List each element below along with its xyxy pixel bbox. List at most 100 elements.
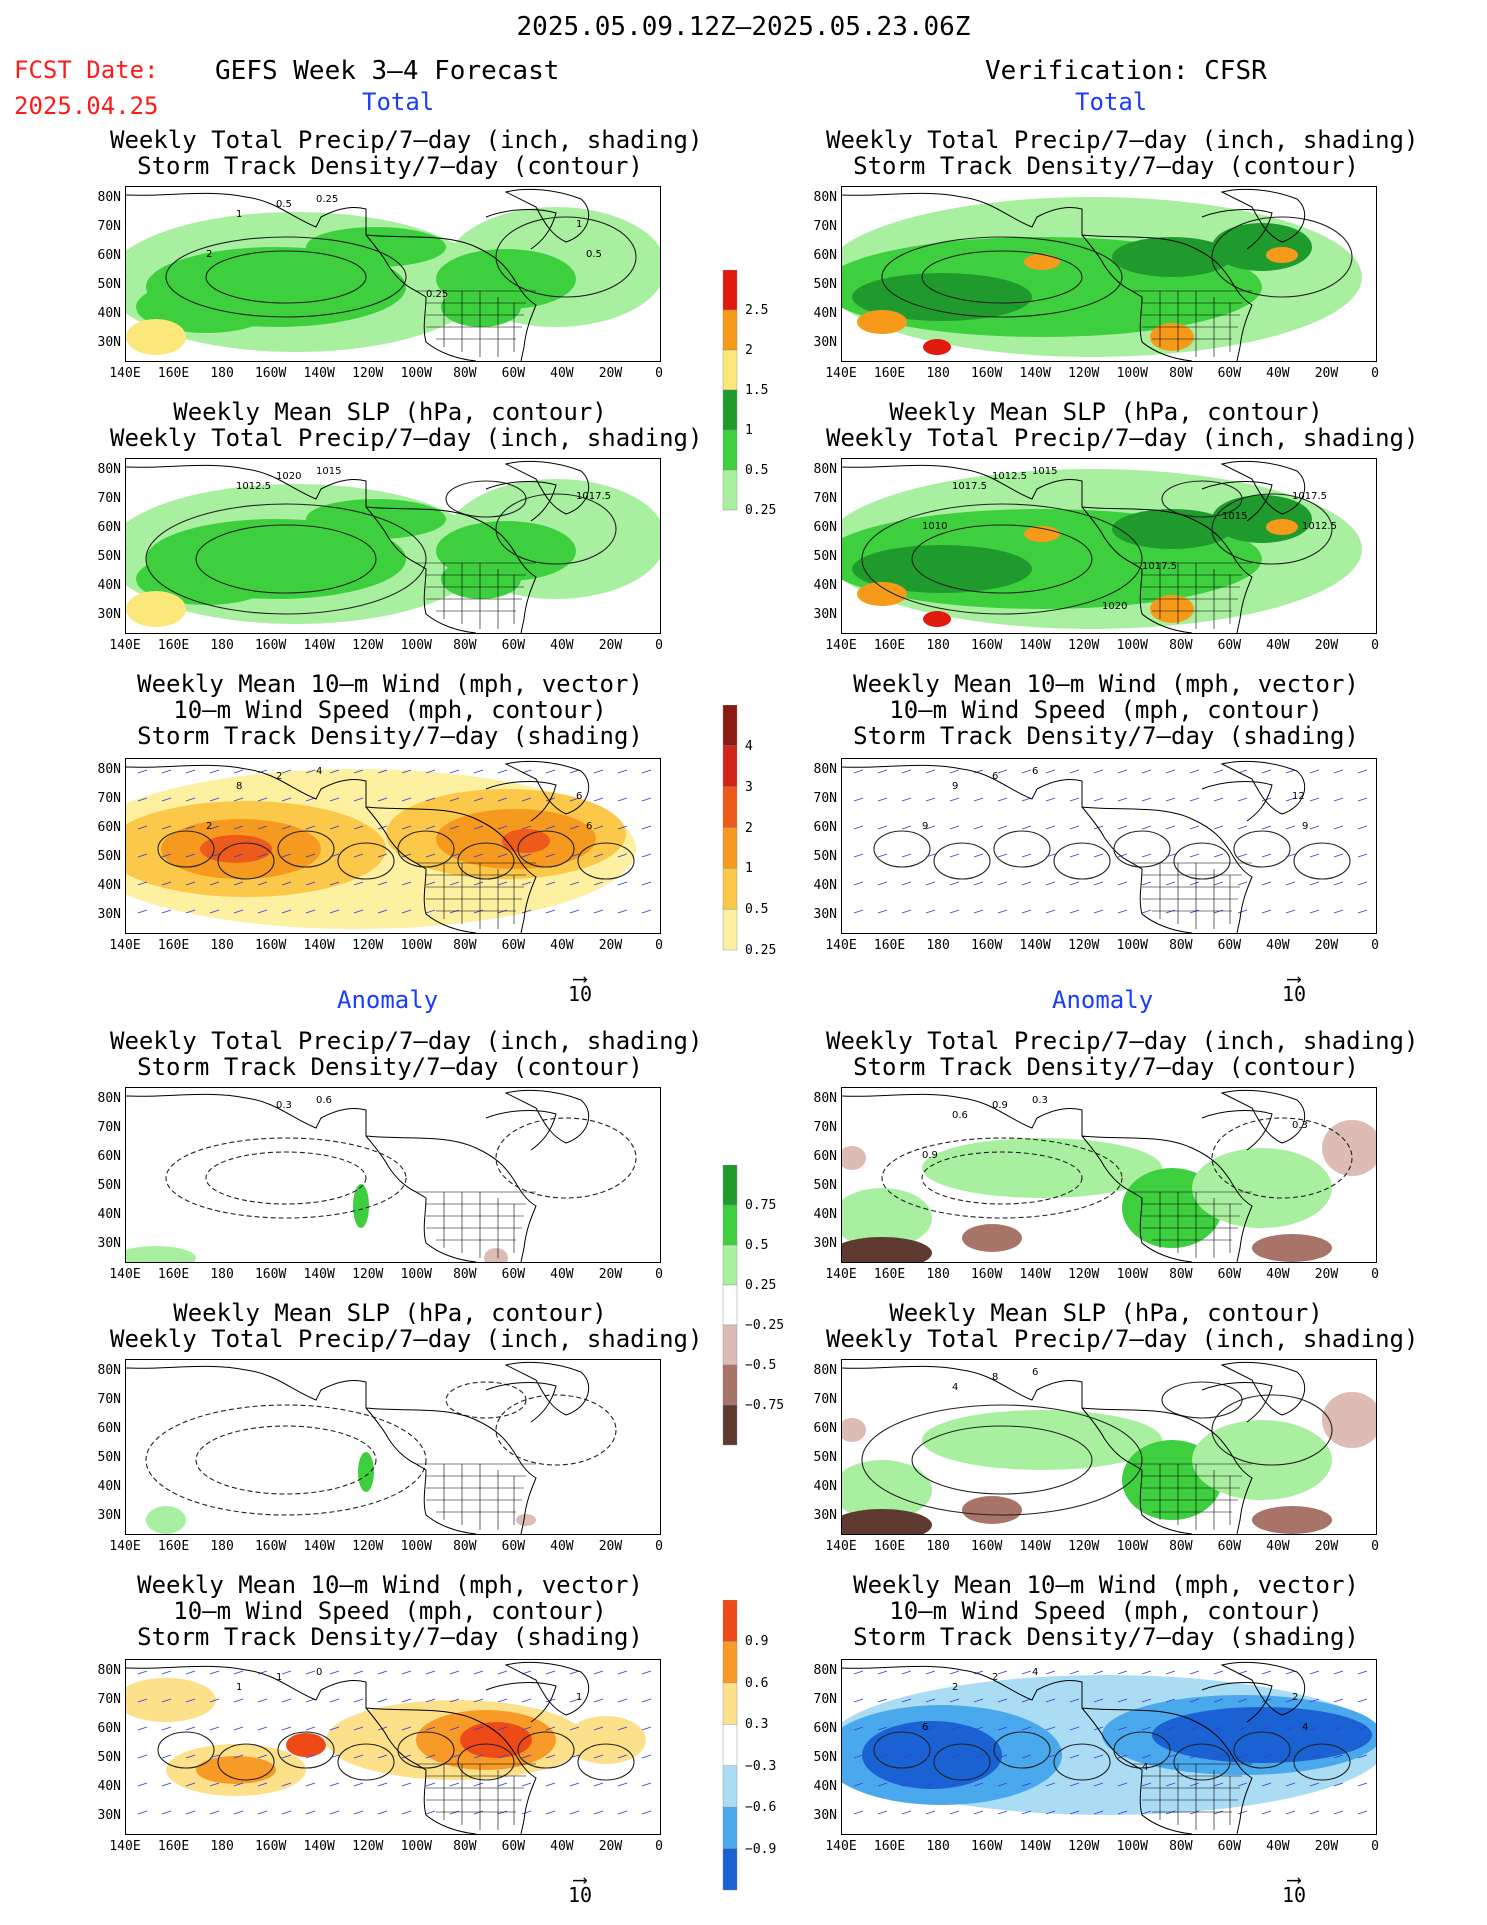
wind-vector — [925, 1782, 936, 1787]
contour-label: 1015 — [1222, 511, 1247, 522]
lon-tick-label: 160W — [254, 366, 287, 381]
wind-vector — [329, 909, 340, 914]
wind-vector — [521, 909, 532, 914]
lon-tick-label: 20W — [1314, 938, 1339, 953]
map-svg: 8 6 4 — [842, 1361, 1376, 1534]
wind-vector — [449, 1782, 460, 1787]
contour-label: 1012.5 — [992, 471, 1027, 482]
wind-vector — [1357, 825, 1368, 830]
lon-tick-label: 60W — [501, 1839, 526, 1854]
wind-vector — [1141, 797, 1152, 802]
wind-vector — [545, 881, 556, 886]
wind-vector — [329, 1810, 340, 1815]
wind-vector — [209, 881, 220, 886]
wind-vector — [425, 853, 436, 858]
map-svg — [126, 1361, 617, 1534]
wind-vector — [1141, 1782, 1152, 1787]
wind-vector — [545, 853, 556, 858]
wind-vector — [257, 1782, 268, 1787]
wind-vector — [593, 853, 604, 858]
wind-vector — [617, 853, 628, 858]
contour-line — [577, 1743, 635, 1781]
wind-vector — [949, 1698, 960, 1703]
lon-tick-label: 140E — [825, 1539, 857, 1554]
wind-vector — [1021, 769, 1032, 774]
wind-vector — [877, 1810, 888, 1815]
wind-vector — [1237, 797, 1248, 802]
vector-ref-label-right-1: 10 — [1281, 982, 1307, 1006]
lon-tick-label: 160E — [157, 1539, 190, 1554]
wind-vector — [877, 881, 888, 886]
wind-vector — [377, 853, 388, 858]
wind-vector — [329, 1754, 340, 1759]
panel3-right-title-2: 10–m Wind Speed (mph, contour) — [889, 696, 1323, 724]
contour-label: 1017.5 — [576, 491, 611, 502]
colorbar-segment — [722, 1284, 738, 1326]
anomaly-region — [566, 1716, 646, 1764]
contour-label: 4 — [1142, 1762, 1148, 1773]
wind-vector — [877, 1726, 888, 1731]
wind-vector — [1357, 769, 1368, 774]
contour-line — [495, 1394, 617, 1466]
wind-vector — [401, 825, 412, 830]
wind-vector — [877, 1698, 888, 1703]
wind-vector — [1357, 1754, 1368, 1759]
lon-tick-label: 120W — [352, 1267, 384, 1282]
wind-vector — [137, 1754, 148, 1759]
lat-tick-label: 40N — [813, 306, 837, 321]
wind-vector — [1045, 1810, 1056, 1815]
colorbar-label: 0.25 — [745, 943, 777, 958]
wind-vector — [1213, 1670, 1224, 1675]
anomaly-region — [842, 1418, 866, 1442]
wind-vector — [281, 769, 292, 774]
wind-vector — [973, 909, 984, 914]
wind-vector — [425, 825, 436, 830]
wind-vector — [1333, 1810, 1344, 1815]
wind-vector — [497, 1670, 508, 1675]
anomaly-region — [962, 1224, 1022, 1252]
lat-tick-label: 30N — [813, 1808, 837, 1823]
wind-vector — [1309, 825, 1320, 830]
anomaly-region — [353, 1184, 369, 1228]
wind-vector — [185, 1810, 196, 1815]
wind-vector — [1093, 1698, 1104, 1703]
lat-tick-label: 30N — [813, 907, 837, 922]
wind-vector — [973, 1670, 984, 1675]
wind-vector — [329, 797, 340, 802]
wind-vector — [1093, 853, 1104, 858]
wind-vector — [497, 1726, 508, 1731]
wind-vector — [377, 769, 388, 774]
contour-line — [1161, 1381, 1243, 1419]
wind-vector — [1141, 853, 1152, 858]
precip-region — [1212, 223, 1312, 271]
lon-tick-label: 160W — [970, 638, 1003, 653]
wind-vector — [569, 909, 580, 914]
wind-vector — [161, 825, 172, 830]
wind-vector — [1141, 881, 1152, 886]
precip-region — [126, 319, 186, 355]
wind-vector — [281, 797, 292, 802]
lon-tick-label: 100W — [1116, 1839, 1148, 1854]
lon-tick-label: 60W — [1217, 366, 1242, 381]
wind-vector — [353, 825, 364, 830]
lon-tick-label: 100W — [400, 938, 432, 953]
lon-tick-label: 100W — [400, 638, 432, 653]
wind-vector — [377, 797, 388, 802]
wind-vector — [949, 909, 960, 914]
state-borders — [1132, 562, 1252, 629]
state-borders — [416, 290, 536, 357]
lon-tick-label: 80W — [453, 938, 477, 953]
wind-vector — [925, 1726, 936, 1731]
wind-vector — [1165, 825, 1176, 830]
wind-vector — [449, 825, 460, 830]
wind-vector — [1069, 1782, 1080, 1787]
wind-vector — [925, 1698, 936, 1703]
wind-vector — [1261, 1670, 1272, 1675]
anomaly-region — [1192, 1420, 1332, 1500]
wind-vector — [973, 1810, 984, 1815]
wind-vector — [233, 909, 244, 914]
colorbar-label: −0.25 — [745, 1318, 785, 1333]
wind-vector — [449, 909, 460, 914]
vector-ref-label-right-2: 10 — [1281, 1883, 1307, 1907]
coastline — [126, 760, 590, 933]
